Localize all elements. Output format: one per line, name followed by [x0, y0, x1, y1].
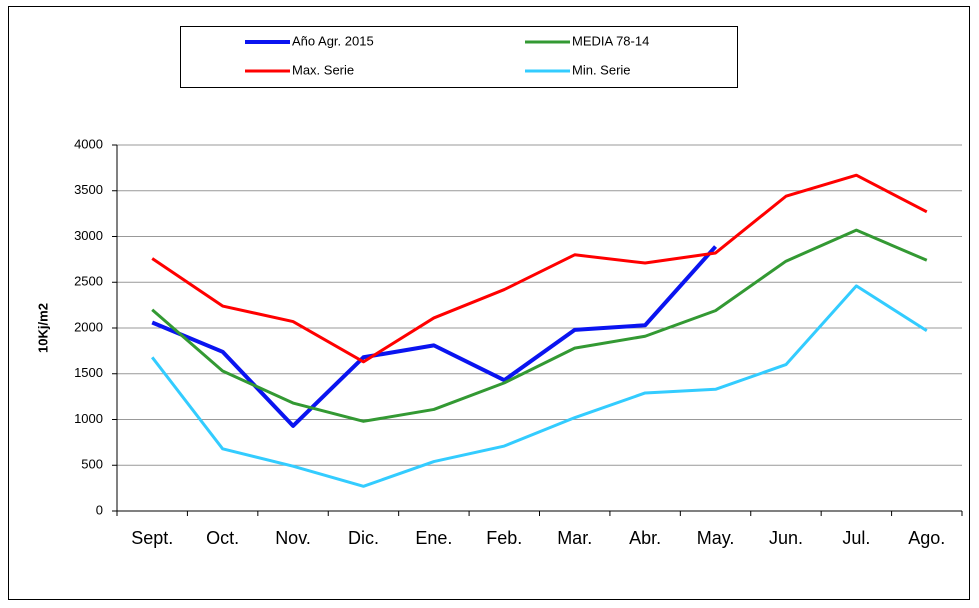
chart-border: [8, 6, 970, 600]
x-tick-label: Sept.: [131, 528, 173, 548]
legend-label: Min. Serie: [572, 62, 631, 77]
y-tick-label: 500: [81, 457, 103, 472]
y-tick-label: 2000: [74, 319, 103, 334]
x-tick-label: May.: [697, 528, 735, 548]
series-line: [151, 284, 928, 488]
x-tick-label: Nov.: [275, 528, 311, 548]
y-tick-label: 2500: [74, 274, 103, 289]
x-tick-label: Dic.: [348, 528, 379, 548]
legend-box: [180, 26, 738, 88]
x-tick-label: Ago.: [908, 528, 945, 548]
series-line: [151, 245, 718, 428]
y-tick-label: 3000: [74, 228, 103, 243]
y-tick-label: 1500: [74, 365, 103, 380]
legend-label: Max. Serie: [292, 62, 354, 77]
y-tick-label: 4000: [74, 136, 103, 151]
series-line: [151, 173, 928, 364]
series-line: [151, 228, 928, 423]
y-tick-label: 0: [96, 502, 103, 517]
y-axis-label: 10Kj/m2: [35, 303, 50, 353]
legend-label: MEDIA 78-14: [572, 33, 649, 48]
x-tick-label: Ene.: [415, 528, 452, 548]
x-tick-label: Abr.: [629, 528, 661, 548]
legend-label: Año Agr. 2015: [292, 33, 374, 48]
x-tick-label: Jun.: [769, 528, 803, 548]
x-tick-label: Jul.: [842, 528, 870, 548]
x-tick-label: Feb.: [486, 528, 522, 548]
x-tick-label: Oct.: [206, 528, 239, 548]
y-tick-label: 3500: [74, 182, 103, 197]
x-tick-label: Mar.: [557, 528, 592, 548]
y-tick-label: 1000: [74, 411, 103, 426]
